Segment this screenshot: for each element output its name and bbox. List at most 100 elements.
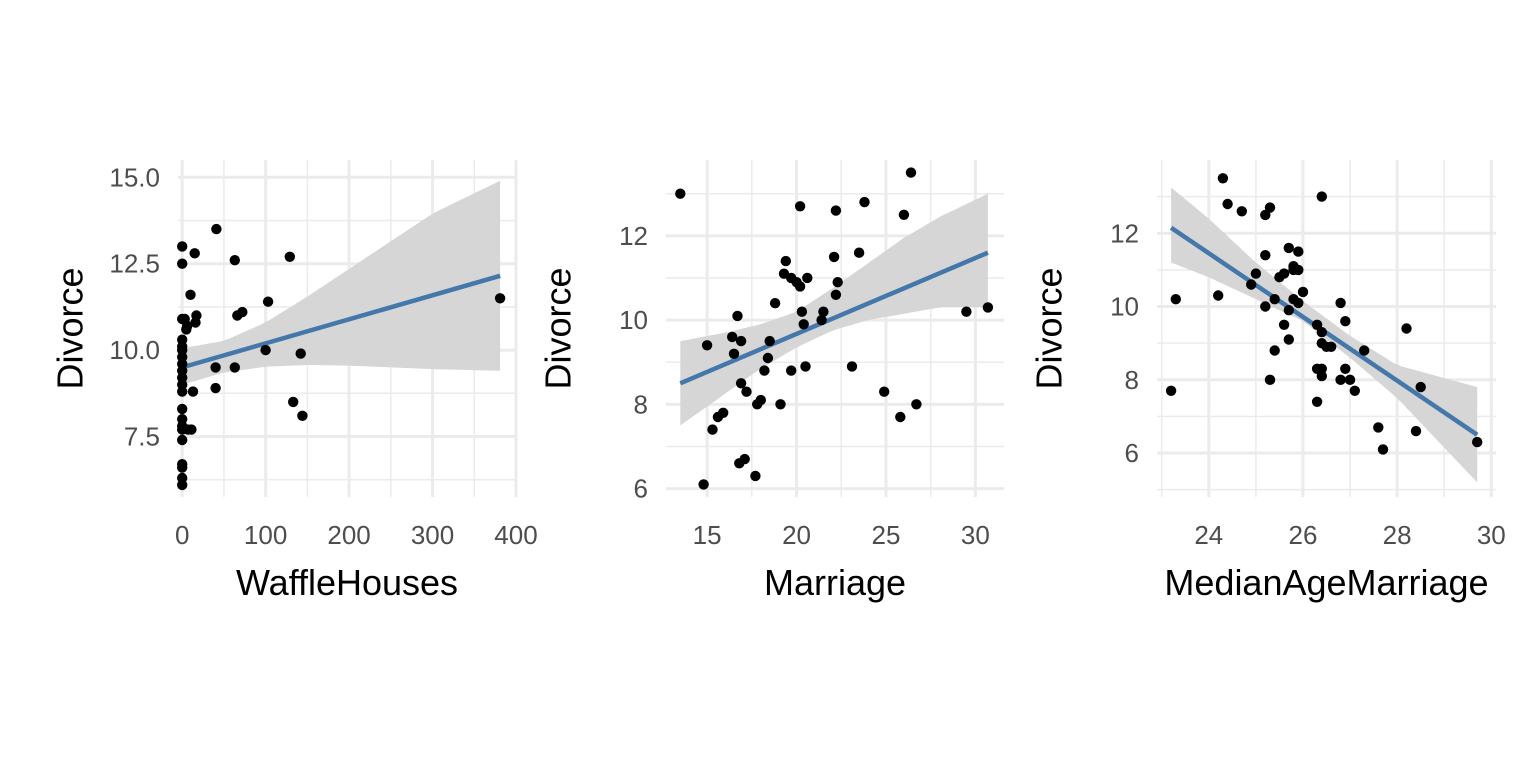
panel-medianagemarriage-y-tick-label: 6: [1125, 438, 1139, 468]
panel-medianagemarriage-data-point: [1269, 294, 1280, 305]
panel-wafflehouses-data-point: [187, 386, 199, 397]
panel-marriage-data-point: [718, 407, 729, 418]
panel-marriage-data-point: [895, 411, 906, 423]
panel-medianagemarriage-data-point: [1165, 385, 1177, 396]
panel-wafflehouses-data-point: [177, 241, 188, 252]
panel-marriage-data-point: [798, 319, 809, 330]
panel-medianagemarriage-data-point: [1359, 345, 1370, 356]
panel-marriage-x-tick-label: 20: [782, 520, 811, 550]
panel-medianagemarriage-x-axis-title: MedianAgeMarriage: [1164, 562, 1488, 603]
panel-wafflehouses-x-axis-title: WaffleHouses: [236, 562, 458, 603]
panel-medianagemarriage-data-point: [1472, 436, 1483, 448]
panel-medianagemarriage-data-point: [1349, 385, 1361, 396]
panel-marriage-data-point: [675, 188, 686, 199]
panel-marriage-y-axis-title: Divorce: [538, 267, 579, 389]
panel-wafflehouses-data-point: [177, 258, 188, 269]
panel-medianagemarriage-data-point: [1340, 316, 1351, 327]
panel-medianagemarriage-data-point: [1316, 191, 1328, 202]
panel-medianagemarriage-data-point: [1222, 198, 1233, 210]
panel-medianagemarriage-x-tick-label: 28: [1383, 520, 1412, 550]
panel-marriage-data-point: [698, 479, 709, 490]
panel-marriage-data-point: [879, 386, 890, 397]
panel-marriage-data-point: [832, 277, 843, 288]
panel-wafflehouses-data-point: [210, 362, 221, 373]
panel-wafflehouses-x-tick-label: 400: [494, 520, 537, 550]
panel-marriage-data-point: [727, 331, 738, 343]
panel-marriage-x-tick-label: 25: [872, 520, 901, 550]
panel-marriage-fit-line: [679, 250, 989, 386]
panel-marriage-data-point: [794, 201, 806, 212]
panel-wafflehouses: 0 100 200 300 400 7.5 10.0 12.5 15.0 WaffleHouse…: [50, 160, 538, 603]
panel-marriage-data-point: [800, 361, 811, 372]
panel-marriage-confidence-ribbon: [680, 193, 988, 426]
panel-marriage-data-point: [762, 352, 774, 364]
panel-medianagemarriage-y-tick-label: 8: [1125, 365, 1139, 395]
panel-medianagemarriage-y-tick-label: 12: [1110, 218, 1139, 248]
panel-marriage-data-point: [818, 306, 829, 317]
panel-marriage-data-point: [816, 314, 827, 326]
panel-wafflehouses-data-point: [177, 462, 188, 473]
panel-medianagemarriage-y-tick-label: 10: [1110, 292, 1139, 322]
panel-medianagemarriage-y-axis-title: Divorce: [1029, 267, 1070, 389]
panel-wafflehouses-data-point: [186, 424, 197, 435]
panel-wafflehouses-data-point: [177, 403, 188, 415]
panel-wafflehouses-data-point: [260, 344, 271, 356]
panel-marriage-data-point: [759, 365, 770, 376]
panel-marriage-data-point: [898, 209, 910, 220]
panel-medianagemarriage-data-point: [1293, 264, 1304, 276]
panel-medianagemarriage-data-point: [1297, 286, 1309, 298]
panel-marriage-data-point: [775, 399, 786, 410]
panel-marriage-data-point: [739, 453, 750, 465]
panel-marriage-x-axis-title: Marriage: [764, 562, 906, 603]
panel-wafflehouses-data-point: [284, 251, 295, 262]
panel-medianagemarriage-data-point: [1311, 319, 1323, 330]
panel-medianagemarriage-data-point: [1283, 334, 1295, 345]
panel-marriage-data-point: [982, 302, 994, 313]
panel-marriage-x-tick-label: 30: [961, 520, 990, 550]
panel-marriage-data-point: [786, 365, 797, 376]
panel-medianagemarriage-data-point: [1278, 319, 1290, 330]
panel-marriage-data-point: [802, 272, 813, 284]
panel-wafflehouses-data-point: [229, 255, 240, 266]
panel-medianagemarriage-data-point: [1316, 370, 1328, 382]
panel-marriage-data-point: [707, 424, 718, 435]
panel-medianagemarriage-data-point: [1236, 206, 1248, 217]
panel-wafflehouses-y-tick-label: 7.5: [124, 422, 160, 452]
panel-medianagemarriage-data-point: [1326, 341, 1337, 352]
panel-medianagemarriage-x-tick-label: 30: [1477, 520, 1506, 550]
panel-medianagemarriage-x-tick-label: 26: [1288, 520, 1317, 550]
panel-wafflehouses-data-point: [177, 434, 188, 446]
panel-medianagemarriage-data-point: [1264, 374, 1276, 385]
panel-marriage-data-point: [780, 255, 791, 267]
panel-marriage-data-point: [769, 298, 781, 309]
panel-medianagemarriage-data-point: [1311, 396, 1323, 407]
panel-wafflehouses-data-point: [237, 306, 248, 318]
panel-medianagemarriage-data-point: [1264, 202, 1276, 213]
panel-marriage-data-point: [764, 335, 775, 347]
panel-medianagemarriage-data-point: [1170, 294, 1182, 305]
panel-medianagemarriage-data-point: [1246, 279, 1257, 290]
panel-marriage-data-point: [755, 394, 766, 406]
panel-medianagemarriage-data-point: [1415, 381, 1426, 393]
panel-wafflehouses-data-point: [177, 386, 188, 397]
panel-marriage-data-point: [796, 306, 808, 317]
panel-wafflehouses-y-tick-label: 15.0: [109, 162, 160, 192]
panel-medianagemarriage-data-point: [1293, 246, 1304, 257]
panel-marriage-data-point: [830, 205, 842, 216]
panel-medianagemarriage: 24 26 28 30 6 8 10 12 MedianAgeMarriage Divorce: [1029, 160, 1506, 603]
panel-marriage-data-point: [750, 470, 761, 482]
panel-marriage-y-tick-label: 10: [619, 305, 648, 335]
panel-marriage-data-point: [732, 310, 743, 322]
panel-marriage-data-point: [961, 306, 972, 317]
panel-wafflehouses-data-point: [182, 320, 193, 332]
panel-wafflehouses-y-tick-label: 10.0: [109, 335, 160, 365]
panel-marriage-data-point: [911, 399, 922, 410]
panel-medianagemarriage-data-point: [1316, 327, 1328, 338]
panel-medianagemarriage-data-point: [1410, 425, 1422, 437]
panel-wafflehouses-y-axis-title: Divorce: [50, 267, 91, 389]
panel-medianagemarriage-data-point: [1401, 323, 1412, 334]
panel-marriage-data-point: [853, 247, 865, 258]
panel-medianagemarriage-data-point: [1293, 297, 1304, 309]
